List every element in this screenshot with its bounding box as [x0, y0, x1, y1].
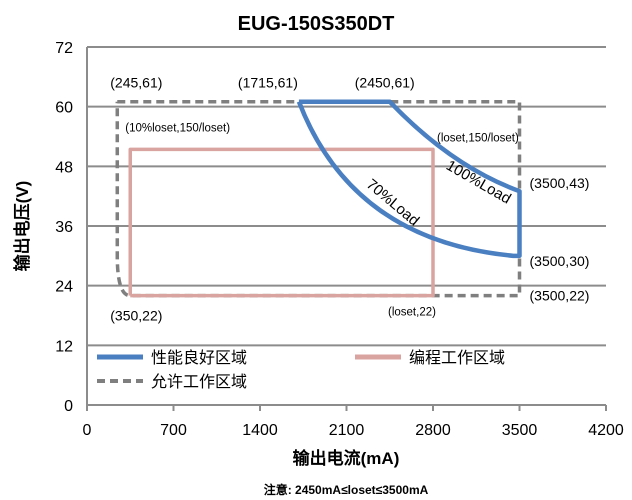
x-tick-label: 4200: [588, 422, 624, 439]
legend-label: 允许工作区域: [151, 373, 247, 391]
annotation-label: (3500,30): [530, 253, 590, 269]
y-tick-label: 24: [55, 279, 73, 296]
legend-label: 性能良好区域: [151, 349, 247, 367]
series-line-0: [296, 99, 522, 259]
x-tick-label: 0: [83, 422, 92, 439]
x-tick-label: 2100: [329, 422, 365, 439]
annotation-label: (245,61): [110, 75, 162, 91]
y-tick-label: 0: [64, 398, 73, 415]
gridlines: [87, 46, 606, 347]
y-tick-label: 48: [55, 159, 73, 176]
annotation-label: (2450,61): [355, 75, 415, 91]
series-line-1: [128, 147, 435, 298]
axes: [86, 47, 607, 411]
y-tick-label: 60: [55, 100, 73, 117]
x-tick-label: 2800: [415, 422, 451, 439]
x-tick-labels: 0 700 1400 2100 2800 3500 4200: [83, 422, 624, 439]
x-axis-title: 输出电流(mA): [293, 448, 400, 468]
series-layer: [115, 99, 522, 298]
annotation-label: (10%loset,150/loset): [125, 122, 230, 134]
y-tick-label: 12: [55, 338, 73, 355]
annotation-label: (3500,43): [530, 175, 590, 191]
x-tick-label: 700: [160, 422, 187, 439]
legend-label: 编程工作区域: [409, 349, 505, 367]
y-tick-labels: 0 12 24 36 48 60 72: [55, 40, 73, 415]
y-tick-label: 36: [55, 219, 73, 236]
y-tick-label: 72: [55, 40, 73, 57]
annotation-label: (1715,61): [238, 75, 298, 91]
chart-title: EUG-150S350DT: [238, 13, 395, 35]
footnote: 注意: 2450mA≤loset≤3500mA: [264, 482, 429, 497]
series-line-2: [115, 99, 522, 298]
annotation-label: (3500,22): [530, 288, 590, 304]
annotation-label: (loset,22): [388, 307, 436, 319]
annotation-label: (loset,150/loset): [437, 132, 519, 144]
x-tick-label: 3500: [502, 422, 538, 439]
y-axis-title: 输出电压(V): [12, 181, 32, 272]
annotation-label: (350,22): [110, 308, 162, 324]
x-tick-label: 1400: [242, 422, 278, 439]
